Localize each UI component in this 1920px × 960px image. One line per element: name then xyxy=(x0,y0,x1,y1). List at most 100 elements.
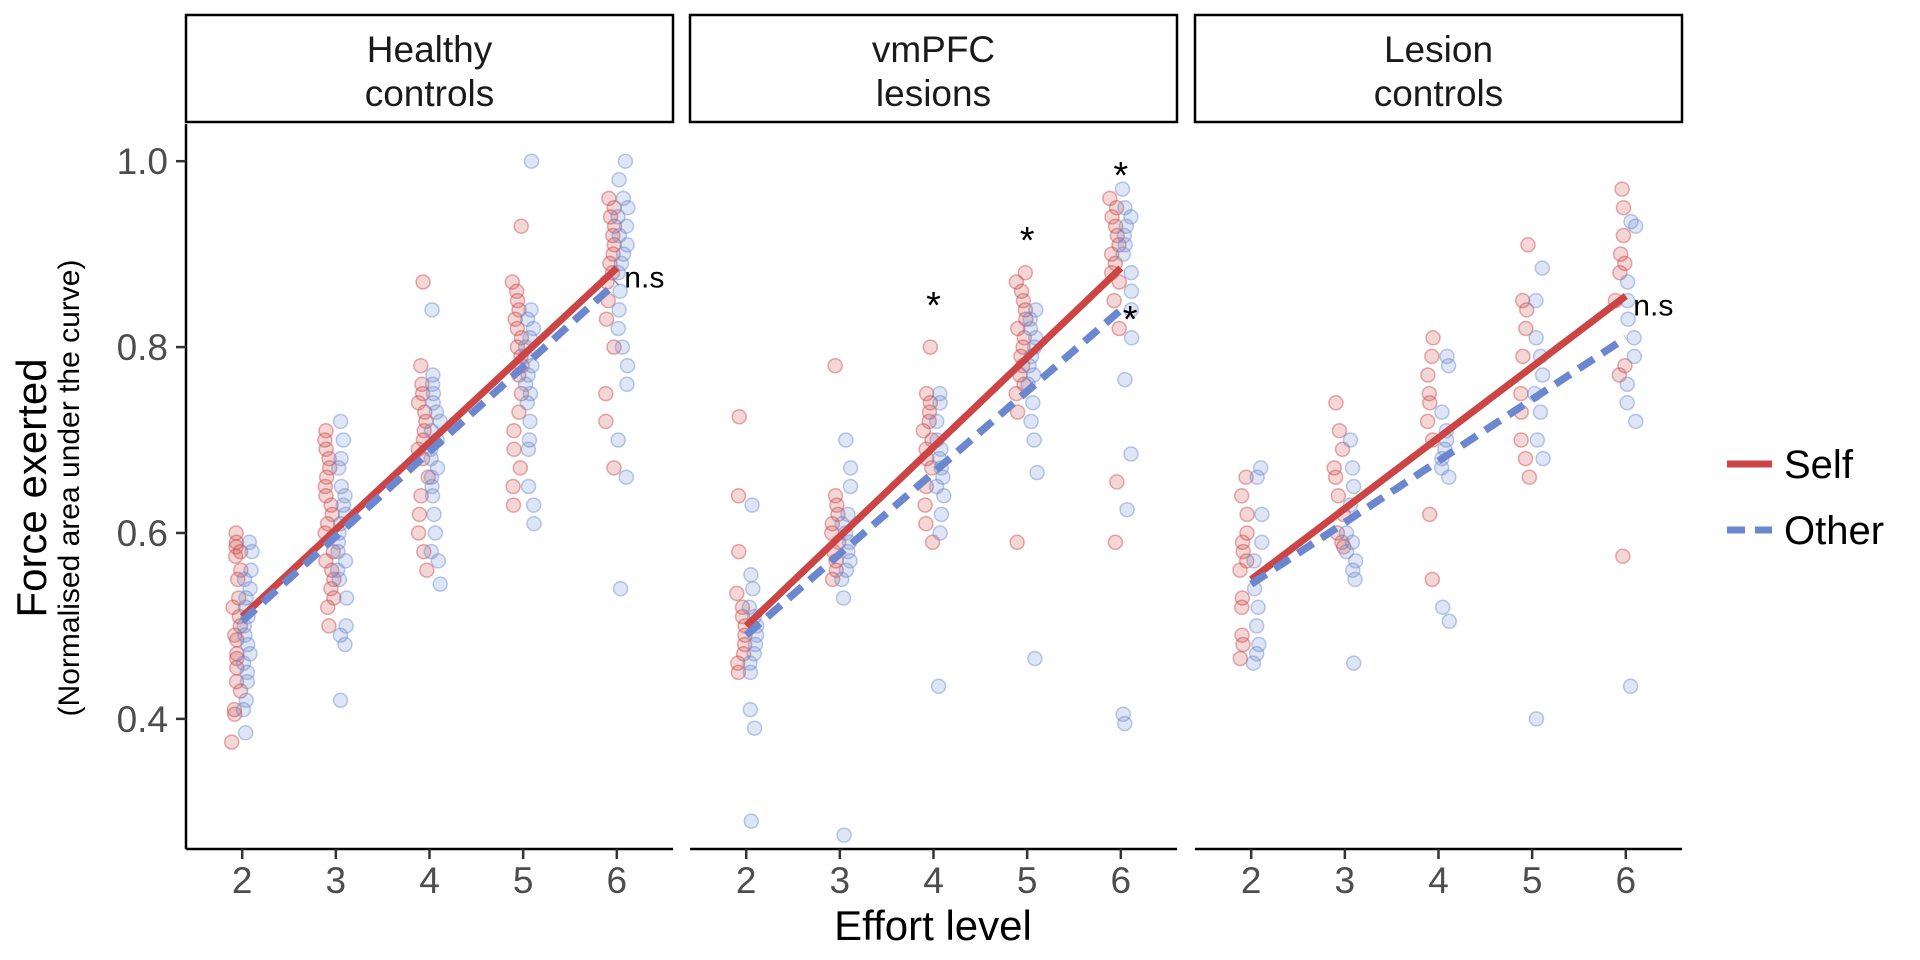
self-data-point xyxy=(1109,474,1125,490)
other-data-point xyxy=(936,488,952,504)
self-data-point xyxy=(319,599,336,616)
other-data-point xyxy=(519,311,536,327)
other-data-point xyxy=(610,209,626,225)
self-data-point xyxy=(1013,283,1030,300)
other-data-point xyxy=(239,673,256,690)
self-data-point xyxy=(513,385,530,402)
other-trend-line xyxy=(1249,334,1628,588)
self-data-point xyxy=(1521,469,1538,485)
panel-points xyxy=(729,181,1140,843)
other-data-point xyxy=(1338,525,1355,541)
other-data-point xyxy=(741,599,758,616)
other-data-point xyxy=(425,367,441,383)
self-data-point xyxy=(1015,339,1031,355)
other-data-point xyxy=(338,618,354,634)
self-data-point xyxy=(229,646,245,662)
x-tick-label: 3 xyxy=(830,860,851,901)
legend-label: Self xyxy=(1784,443,1854,487)
other-data-point xyxy=(426,506,442,523)
other-data-point xyxy=(1627,218,1644,234)
self-data-point xyxy=(1615,199,1632,216)
panel-title-line: controls xyxy=(1374,73,1504,114)
other-data-point xyxy=(1123,209,1139,225)
self-data-point xyxy=(917,497,933,513)
self-data-point xyxy=(326,571,342,588)
self-data-point xyxy=(1234,534,1251,551)
other-data-point xyxy=(1620,311,1636,327)
self-data-point xyxy=(317,478,334,495)
self-data-point xyxy=(229,660,245,676)
other-data-point xyxy=(235,655,252,671)
other-data-point xyxy=(933,506,950,523)
y-axis-title: Force exerted xyxy=(8,358,55,617)
self-data-point xyxy=(1108,199,1125,216)
other-data-point xyxy=(333,450,349,467)
other-data-point xyxy=(620,199,636,216)
other-data-point xyxy=(935,469,951,485)
self-data-point xyxy=(232,683,249,699)
other-data-point xyxy=(1345,478,1362,495)
other-data-point xyxy=(337,553,354,569)
self-data-point xyxy=(1015,292,1032,309)
other-data-point xyxy=(611,302,627,318)
other-data-point xyxy=(1029,464,1045,481)
self-data-point xyxy=(229,650,245,667)
other-data-point xyxy=(619,376,635,393)
self-data-point xyxy=(505,478,521,495)
self-data-point xyxy=(318,422,334,439)
self-data-point xyxy=(321,618,337,634)
self-data-point xyxy=(824,515,841,532)
other-data-point xyxy=(332,627,349,643)
self-data-point xyxy=(1102,190,1118,207)
self-data-point xyxy=(731,409,747,425)
self-data-point xyxy=(413,488,429,504)
ns-annotation: n.s xyxy=(1633,289,1673,322)
ns-annotation: n.s xyxy=(624,261,664,294)
x-tick-label: 6 xyxy=(1616,860,1637,901)
other-data-point xyxy=(1115,246,1131,262)
self-data-point xyxy=(229,632,245,648)
self-data-point xyxy=(507,311,523,327)
self-data-point xyxy=(511,404,527,420)
self-data-point xyxy=(598,385,614,402)
other-data-point xyxy=(424,478,440,495)
other-data-point xyxy=(619,357,636,374)
self-data-point xyxy=(230,590,247,606)
other-data-point xyxy=(1117,715,1133,732)
panel-points xyxy=(223,153,636,750)
self-data-point xyxy=(736,636,753,653)
self-data-point xyxy=(606,237,623,253)
other-data-point xyxy=(237,627,253,643)
self-data-point xyxy=(1232,650,1249,667)
other-data-point xyxy=(615,190,632,207)
other-data-point xyxy=(1123,264,1139,281)
self-data-point xyxy=(419,562,435,578)
self-data-point xyxy=(1238,469,1254,485)
other-data-point xyxy=(1528,711,1545,727)
self-data-point xyxy=(1107,218,1124,234)
legend: Self Other xyxy=(1727,443,1884,553)
other-data-point xyxy=(330,460,347,476)
other-data-point xyxy=(425,395,441,411)
significance-star: * xyxy=(1020,220,1035,262)
other-data-point xyxy=(1532,404,1549,420)
other-data-point xyxy=(526,515,542,532)
other-data-point xyxy=(619,237,635,253)
self-data-point xyxy=(506,422,522,439)
other-data-point xyxy=(1342,432,1359,448)
other-data-point xyxy=(838,562,855,578)
other-data-point xyxy=(1119,501,1135,518)
self-data-point xyxy=(734,599,751,616)
self-data-point xyxy=(730,664,747,681)
other-data-point xyxy=(928,478,945,495)
self-data-point xyxy=(505,497,522,513)
other-data-point xyxy=(239,636,256,653)
self-data-point xyxy=(417,404,433,420)
other-data-point xyxy=(745,580,761,597)
panel-title-line: Lesion xyxy=(1384,29,1493,70)
other-data-point xyxy=(842,460,859,476)
other-data-point xyxy=(1117,371,1133,388)
self-data-point xyxy=(1327,469,1344,485)
other-data-point xyxy=(1534,367,1551,383)
